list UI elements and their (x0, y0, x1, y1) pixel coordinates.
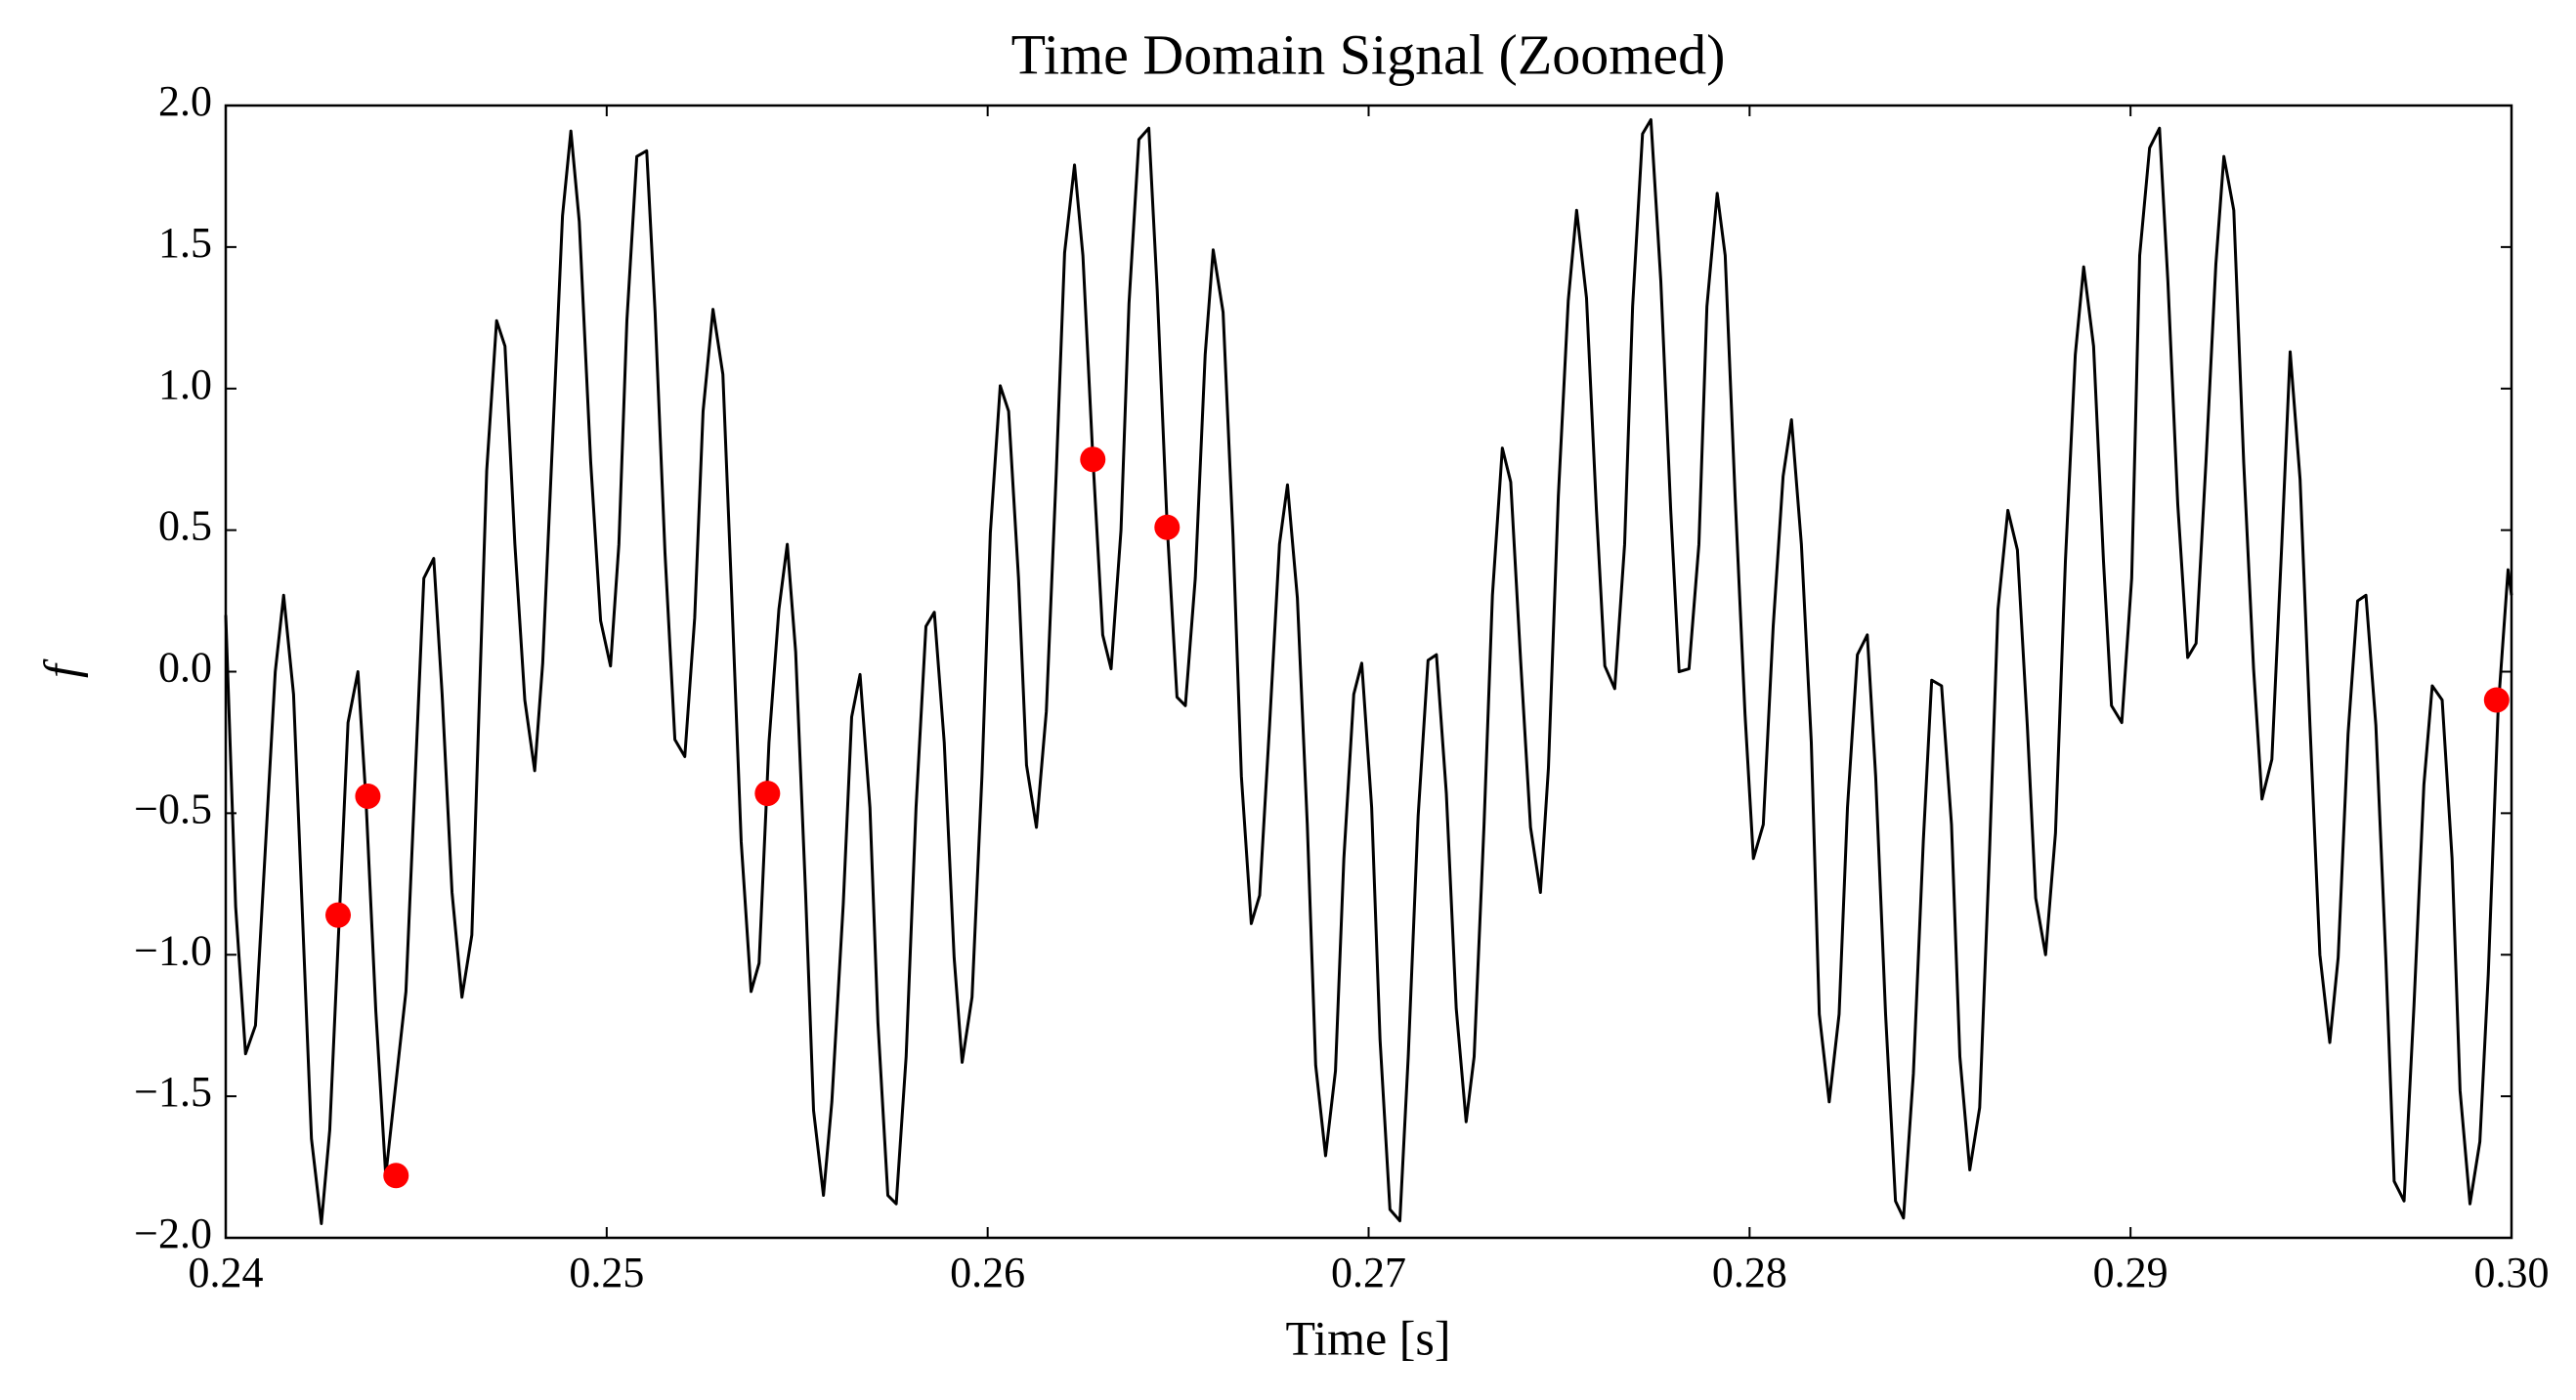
sample-point (1080, 446, 1106, 473)
x-axis-label: Time [s] (1285, 1310, 1450, 1365)
x-tick-label: 0.27 (1331, 1249, 1406, 1296)
sample-point (1154, 514, 1181, 540)
signal-line (224, 117, 2513, 1226)
x-tick-label: 0.30 (2474, 1249, 2550, 1296)
y-tick-label: 2.0 (158, 77, 212, 125)
y-tick-label: 0.0 (158, 644, 212, 692)
sample-point (325, 902, 352, 928)
y-tick-label: −2.0 (134, 1209, 212, 1257)
x-tick-label: 0.24 (189, 1249, 264, 1296)
y-tick-label: −1.5 (134, 1068, 212, 1116)
chart-title: Time Domain Signal (Zoomed) (1011, 22, 1726, 86)
y-tick-label: 1.0 (158, 361, 212, 408)
x-tick-label: 0.29 (2093, 1249, 2168, 1296)
sample-point (2483, 687, 2510, 713)
y-tick-label: −0.5 (134, 785, 212, 832)
x-tick-label: 0.25 (569, 1249, 644, 1296)
sample-point (383, 1163, 409, 1189)
plot-frame (224, 104, 2513, 1240)
y-tick-label: 1.5 (158, 219, 212, 267)
sample-point (355, 783, 381, 809)
y-tick-label: −1.0 (134, 926, 212, 974)
y-tick-label: 0.5 (158, 502, 212, 550)
sample-point (754, 781, 781, 807)
x-tick-label: 0.28 (1712, 1249, 1787, 1296)
y-axis-label: f (33, 658, 88, 678)
x-tick-label: 0.26 (950, 1249, 1025, 1296)
